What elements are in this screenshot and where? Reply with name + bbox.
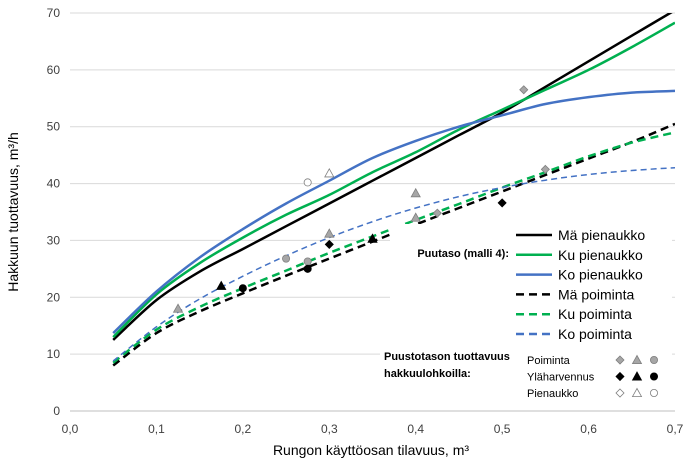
x-tick-label: 0,0: [62, 422, 79, 436]
legend-background: [390, 224, 672, 346]
points-legend-label: Yläharvennus: [527, 372, 595, 384]
points-legend-label: Poiminta: [527, 355, 571, 367]
data-point-diamond: [324, 239, 334, 249]
legend-label: Ko poiminta: [558, 326, 632, 342]
y-tick-label: 0: [53, 404, 60, 418]
points-legend-background: [380, 346, 672, 404]
data-point-triangle: [324, 228, 335, 238]
data-point-triangle: [367, 233, 378, 243]
y-tick-label: 20: [47, 290, 61, 304]
legend: Puutaso (malli 4): Mä pienaukko Ku pienauk…: [390, 224, 672, 346]
points-legend-title: Puustotason tuottavuus: [384, 351, 510, 363]
data-point-triangle: [410, 212, 421, 222]
y-axis-title: Hakkuun tuottavuus, m³/h: [5, 132, 21, 292]
points-legend-triangle-icon: [631, 354, 643, 365]
data-point-diamond: [519, 85, 529, 95]
data-point-triangle: [410, 187, 421, 198]
y-tick-label: 50: [47, 120, 61, 134]
legend-label: Mä pienaukko: [558, 227, 645, 243]
series-line: [112, 13, 673, 341]
data-point-diamond: [432, 208, 442, 218]
data-point-circle: [303, 264, 312, 273]
y-tick-label: 40: [47, 177, 61, 191]
data-point-triangle: [324, 168, 335, 178]
x-tick-label: 0,4: [407, 422, 424, 436]
data-point-circle: [303, 178, 312, 187]
legend-label: Ku pienaukko: [558, 247, 643, 263]
data-point-triangle: [172, 303, 184, 313]
points-legend-diamond-icon: [615, 371, 625, 382]
data-point-diamond: [540, 164, 550, 174]
points-legend-diamond-icon: [615, 388, 625, 398]
series-line: [112, 166, 675, 362]
points-legend-circle-icon: [650, 388, 659, 397]
data-point-triangle: [216, 280, 227, 290]
series-line: [112, 21, 675, 338]
tick-labels: 0 10 20 30 40 50 60 70 0,0 0,1 0,2 0,3 0,4 0,5 0,6 0,7: [47, 6, 684, 436]
y-tick-label: 10: [47, 347, 61, 361]
data-point-circle: [282, 254, 291, 263]
legend-group-label: Puutaso (malli 4):: [417, 248, 509, 260]
y-tick-label: 30: [47, 233, 61, 247]
x-axis-title: Rungon käyttöosan tilavuus, m³: [273, 442, 469, 458]
points-legend-triangle-icon: [631, 387, 643, 398]
series-line: [112, 89, 675, 335]
x-tick-label: 0,5: [494, 422, 511, 436]
legend-label: Mä poiminta: [558, 286, 634, 302]
legend-label: Ko pienaukko: [558, 267, 643, 283]
points-legend-triangle-icon: [631, 371, 643, 381]
y-tick-label: 60: [47, 63, 61, 77]
points-legend-title: hakkuulohkoilla:: [384, 368, 471, 380]
data-point-diamond: [497, 198, 507, 208]
x-tick-label: 0,3: [321, 422, 338, 436]
points-legend-diamond-icon: [615, 355, 625, 365]
data-point-circle: [303, 257, 312, 266]
points-legend-circle-icon: [650, 355, 659, 364]
legend-label: Ku poiminta: [558, 306, 632, 322]
points-legend-circle-icon: [650, 372, 659, 381]
points-legend-label: Pienaukko: [527, 388, 578, 400]
x-tick-label: 0,1: [148, 422, 165, 436]
data-point-circle: [238, 284, 247, 293]
x-tick-label: 0,2: [235, 422, 252, 436]
points-legend: Puustotason tuottavuus hakkuulohkoilla: Po…: [380, 346, 672, 404]
x-tick-label: 0,7: [667, 422, 684, 436]
x-tick-label: 0,6: [580, 422, 597, 436]
y-tick-label: 70: [47, 6, 61, 20]
